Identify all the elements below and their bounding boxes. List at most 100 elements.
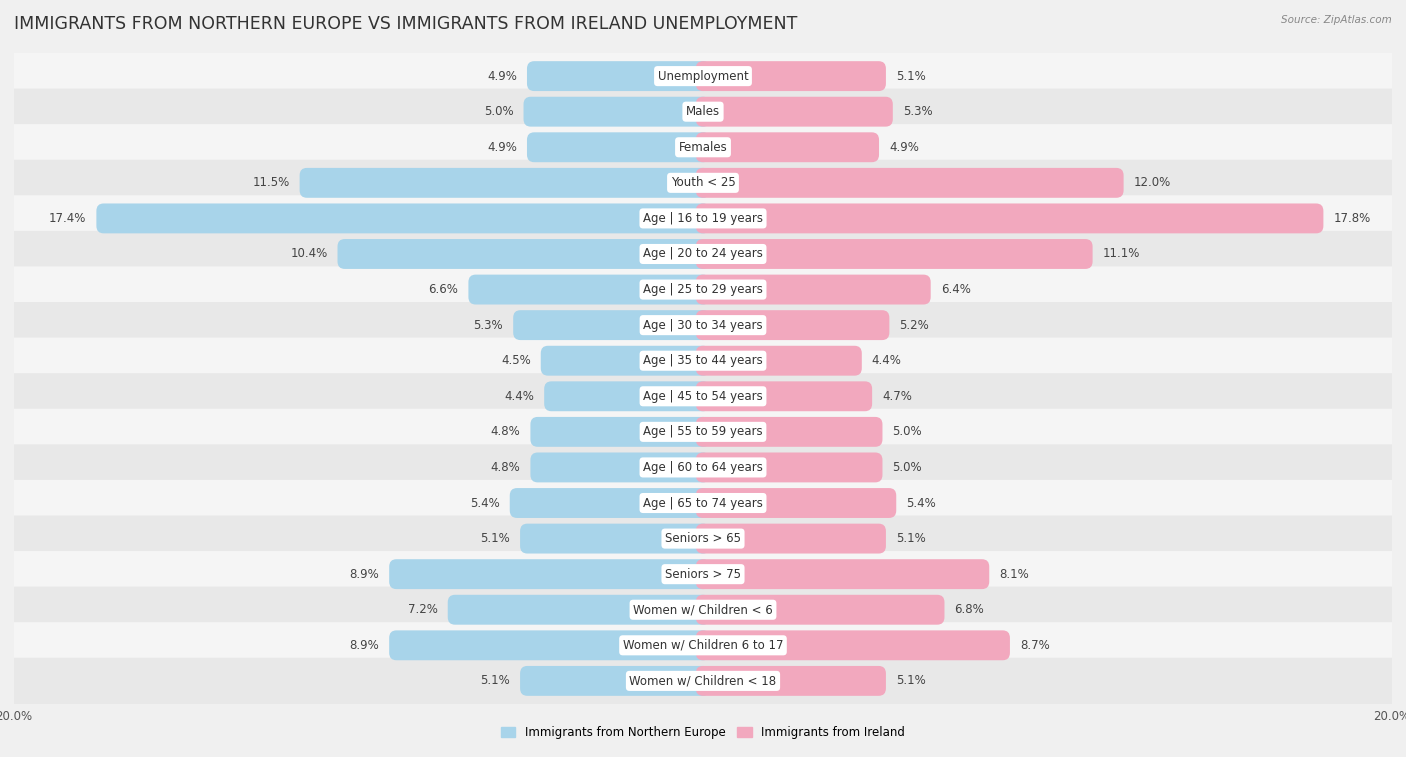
- FancyBboxPatch shape: [8, 658, 1398, 704]
- FancyBboxPatch shape: [520, 524, 710, 553]
- Text: 11.1%: 11.1%: [1102, 248, 1140, 260]
- Text: 7.2%: 7.2%: [408, 603, 437, 616]
- FancyBboxPatch shape: [8, 302, 1398, 348]
- FancyBboxPatch shape: [696, 168, 1123, 198]
- Text: Males: Males: [686, 105, 720, 118]
- Text: Age | 30 to 34 years: Age | 30 to 34 years: [643, 319, 763, 332]
- FancyBboxPatch shape: [696, 132, 879, 162]
- Text: 8.9%: 8.9%: [350, 568, 380, 581]
- FancyBboxPatch shape: [8, 622, 1398, 668]
- FancyBboxPatch shape: [8, 124, 1398, 170]
- FancyBboxPatch shape: [696, 631, 1010, 660]
- Text: 5.1%: 5.1%: [896, 532, 925, 545]
- Text: 4.7%: 4.7%: [882, 390, 912, 403]
- Text: Women w/ Children < 6: Women w/ Children < 6: [633, 603, 773, 616]
- FancyBboxPatch shape: [696, 382, 872, 411]
- FancyBboxPatch shape: [8, 373, 1398, 419]
- Text: 8.7%: 8.7%: [1019, 639, 1050, 652]
- FancyBboxPatch shape: [8, 444, 1398, 491]
- FancyBboxPatch shape: [523, 97, 710, 126]
- FancyBboxPatch shape: [696, 417, 883, 447]
- Text: Age | 16 to 19 years: Age | 16 to 19 years: [643, 212, 763, 225]
- Text: 5.1%: 5.1%: [481, 674, 510, 687]
- FancyBboxPatch shape: [8, 409, 1398, 455]
- FancyBboxPatch shape: [389, 559, 710, 589]
- Text: 8.9%: 8.9%: [350, 639, 380, 652]
- Text: Age | 45 to 54 years: Age | 45 to 54 years: [643, 390, 763, 403]
- Text: 5.3%: 5.3%: [474, 319, 503, 332]
- Text: 4.8%: 4.8%: [491, 425, 520, 438]
- FancyBboxPatch shape: [696, 595, 945, 625]
- Text: Seniors > 75: Seniors > 75: [665, 568, 741, 581]
- FancyBboxPatch shape: [513, 310, 710, 340]
- FancyBboxPatch shape: [8, 551, 1398, 597]
- Text: 5.0%: 5.0%: [893, 461, 922, 474]
- FancyBboxPatch shape: [527, 132, 710, 162]
- FancyBboxPatch shape: [520, 666, 710, 696]
- Text: Age | 65 to 74 years: Age | 65 to 74 years: [643, 497, 763, 509]
- FancyBboxPatch shape: [696, 239, 1092, 269]
- Text: 5.4%: 5.4%: [907, 497, 936, 509]
- Text: 11.5%: 11.5%: [253, 176, 290, 189]
- FancyBboxPatch shape: [696, 204, 1323, 233]
- Text: 5.4%: 5.4%: [470, 497, 499, 509]
- FancyBboxPatch shape: [337, 239, 710, 269]
- Text: Seniors > 65: Seniors > 65: [665, 532, 741, 545]
- FancyBboxPatch shape: [8, 89, 1398, 135]
- FancyBboxPatch shape: [696, 97, 893, 126]
- FancyBboxPatch shape: [696, 61, 886, 91]
- Text: 6.6%: 6.6%: [429, 283, 458, 296]
- FancyBboxPatch shape: [510, 488, 710, 518]
- FancyBboxPatch shape: [541, 346, 710, 375]
- Text: 10.4%: 10.4%: [290, 248, 328, 260]
- Text: 4.9%: 4.9%: [486, 141, 517, 154]
- FancyBboxPatch shape: [696, 524, 886, 553]
- FancyBboxPatch shape: [696, 666, 886, 696]
- Text: 5.2%: 5.2%: [900, 319, 929, 332]
- FancyBboxPatch shape: [389, 631, 710, 660]
- FancyBboxPatch shape: [8, 516, 1398, 562]
- FancyBboxPatch shape: [8, 480, 1398, 526]
- Text: Age | 20 to 24 years: Age | 20 to 24 years: [643, 248, 763, 260]
- Text: Source: ZipAtlas.com: Source: ZipAtlas.com: [1281, 15, 1392, 25]
- Text: 6.4%: 6.4%: [941, 283, 970, 296]
- FancyBboxPatch shape: [8, 587, 1398, 633]
- FancyBboxPatch shape: [8, 231, 1398, 277]
- Legend: Immigrants from Northern Europe, Immigrants from Ireland: Immigrants from Northern Europe, Immigra…: [496, 721, 910, 743]
- Text: Age | 60 to 64 years: Age | 60 to 64 years: [643, 461, 763, 474]
- Text: Youth < 25: Youth < 25: [671, 176, 735, 189]
- FancyBboxPatch shape: [530, 453, 710, 482]
- FancyBboxPatch shape: [8, 160, 1398, 206]
- Text: Women w/ Children 6 to 17: Women w/ Children 6 to 17: [623, 639, 783, 652]
- FancyBboxPatch shape: [696, 453, 883, 482]
- FancyBboxPatch shape: [8, 338, 1398, 384]
- Text: Females: Females: [679, 141, 727, 154]
- Text: 4.9%: 4.9%: [486, 70, 517, 83]
- Text: 5.3%: 5.3%: [903, 105, 932, 118]
- Text: IMMIGRANTS FROM NORTHERN EUROPE VS IMMIGRANTS FROM IRELAND UNEMPLOYMENT: IMMIGRANTS FROM NORTHERN EUROPE VS IMMIG…: [14, 15, 797, 33]
- Text: 4.9%: 4.9%: [889, 141, 920, 154]
- FancyBboxPatch shape: [696, 346, 862, 375]
- Text: 5.0%: 5.0%: [893, 425, 922, 438]
- Text: Age | 55 to 59 years: Age | 55 to 59 years: [643, 425, 763, 438]
- FancyBboxPatch shape: [527, 61, 710, 91]
- Text: Women w/ Children < 18: Women w/ Children < 18: [630, 674, 776, 687]
- FancyBboxPatch shape: [447, 595, 710, 625]
- Text: 8.1%: 8.1%: [1000, 568, 1029, 581]
- FancyBboxPatch shape: [696, 488, 896, 518]
- Text: 12.0%: 12.0%: [1133, 176, 1171, 189]
- FancyBboxPatch shape: [696, 559, 990, 589]
- Text: 4.5%: 4.5%: [501, 354, 531, 367]
- Text: 5.1%: 5.1%: [896, 674, 925, 687]
- FancyBboxPatch shape: [8, 53, 1398, 99]
- Text: 5.1%: 5.1%: [896, 70, 925, 83]
- Text: 5.0%: 5.0%: [484, 105, 513, 118]
- FancyBboxPatch shape: [696, 310, 890, 340]
- Text: 6.8%: 6.8%: [955, 603, 984, 616]
- FancyBboxPatch shape: [8, 195, 1398, 241]
- Text: Age | 25 to 29 years: Age | 25 to 29 years: [643, 283, 763, 296]
- Text: 17.4%: 17.4%: [49, 212, 86, 225]
- FancyBboxPatch shape: [299, 168, 710, 198]
- FancyBboxPatch shape: [696, 275, 931, 304]
- Text: 4.8%: 4.8%: [491, 461, 520, 474]
